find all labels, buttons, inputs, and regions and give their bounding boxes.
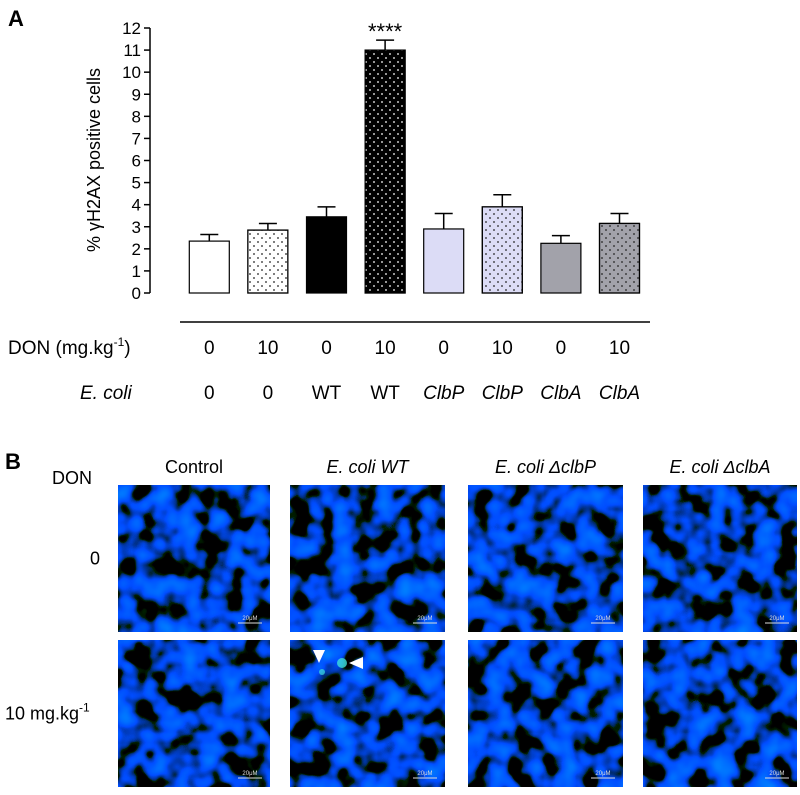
don-label: 10 <box>257 338 278 359</box>
micrograph-texture <box>290 485 445 632</box>
y-tick-label: 11 <box>123 41 141 60</box>
ecoli-label: ClbA <box>599 383 640 404</box>
bar <box>540 242 582 294</box>
row-text: 10 mg.kg <box>5 704 79 724</box>
arrowhead <box>313 650 325 663</box>
don-label: 10 <box>609 338 630 359</box>
column-name: ΔclbP <box>544 457 596 477</box>
ecoli-label: ClbA <box>540 383 581 404</box>
scale-bar-label: 20μM <box>242 616 257 622</box>
column-header: E. coli WT <box>326 457 410 477</box>
don-label: 0 <box>438 338 449 359</box>
panel-label: B <box>5 449 21 474</box>
y-tick-label: 6 <box>132 152 141 171</box>
y-tick-label: 0 <box>132 284 141 303</box>
row-sup: -1 <box>79 701 90 715</box>
column-prefix: E. coli <box>326 457 376 477</box>
micrograph-texture <box>468 640 623 787</box>
scale-bar-label: 20μM <box>769 616 784 622</box>
don-label: 0 <box>321 338 332 359</box>
don-label: 0 <box>556 338 567 359</box>
cell-signal <box>337 658 347 668</box>
scale-bar-label: 20μM <box>242 771 257 777</box>
y-tick-label: 9 <box>132 85 141 104</box>
bar-pattern <box>598 222 641 294</box>
y-tick-label: 2 <box>132 240 141 259</box>
micrograph-texture <box>290 640 445 787</box>
scale-bar-label: 20μM <box>595 616 610 622</box>
column-name: ΔclbA <box>718 457 770 477</box>
bar <box>305 216 348 294</box>
scale-bar-label: 20μM <box>417 616 432 622</box>
y-tick-label: 12 <box>122 19 141 38</box>
y-tick-label: 5 <box>132 174 141 193</box>
column-prefix: E. coli <box>669 457 719 477</box>
y-tick-label: 3 <box>132 218 141 237</box>
significance: **** <box>368 19 403 44</box>
don-label: 10 <box>492 338 513 359</box>
row-header: DON <box>52 468 92 488</box>
ecoli-label: WT <box>370 383 400 404</box>
scale-bar-label: 20μM <box>769 771 784 777</box>
y-tick-label: 4 <box>132 196 141 215</box>
ecoli-title: E. coli <box>80 383 133 404</box>
cell-signal <box>319 669 325 675</box>
y-tick-label: 8 <box>132 107 141 126</box>
y-tick-label: 10 <box>122 63 141 82</box>
bar <box>423 228 465 294</box>
don-label: 0 <box>204 338 215 359</box>
bar <box>188 240 230 294</box>
ecoli-label: ClbP <box>482 383 524 404</box>
arrowhead <box>349 657 363 669</box>
y-tick-label: 1 <box>132 262 141 281</box>
micrograph-texture <box>118 485 270 632</box>
bar-pattern <box>364 49 406 294</box>
micrograph-texture <box>468 485 623 632</box>
column-name: Control <box>165 457 223 477</box>
column-header: E. coli ΔclbP <box>495 457 596 477</box>
bar-pattern <box>481 206 523 294</box>
column-name: WT <box>376 457 411 477</box>
y-tick-label: 7 <box>132 129 141 148</box>
column-header: Control <box>165 457 223 477</box>
don-title: DON (mg.kg-1) <box>8 335 131 359</box>
ecoli-label: 0 <box>204 383 215 404</box>
micrograph-texture <box>118 640 270 787</box>
panel-label: A <box>8 6 24 31</box>
row-text: 0 <box>90 549 100 569</box>
don-label: 10 <box>375 338 396 359</box>
ecoli-label: 0 <box>263 383 274 404</box>
row-label: 0 <box>90 549 100 569</box>
scale-bar-label: 20μM <box>595 771 610 777</box>
row-label: 10 mg.kg-1 <box>5 701 90 724</box>
micrograph-texture <box>643 640 797 787</box>
ecoli-label: WT <box>312 383 342 404</box>
bar-pattern <box>247 229 289 294</box>
y-axis-label: % γH2AX positive cells <box>84 68 104 252</box>
column-header: E. coli ΔclbA <box>669 457 770 477</box>
ecoli-label: ClbP <box>423 383 465 404</box>
scale-bar-label: 20μM <box>417 771 432 777</box>
column-prefix: E. coli <box>495 457 545 477</box>
micrograph-texture <box>643 485 797 632</box>
